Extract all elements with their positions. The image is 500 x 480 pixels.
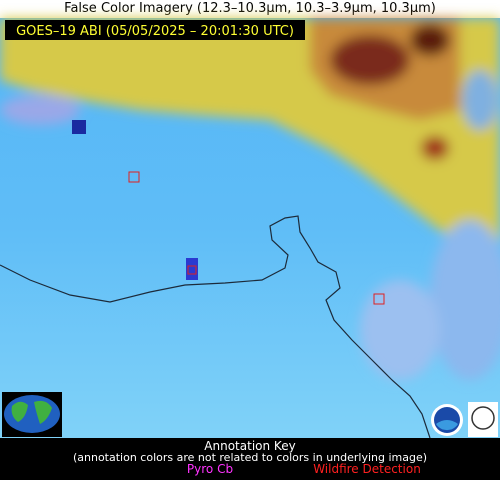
key-note: (annotation colors are not related to co…	[73, 451, 427, 464]
globe-logo	[2, 392, 62, 437]
timestamp-bg	[5, 20, 305, 40]
key-item: Pyro Cb	[187, 462, 233, 476]
noaa-logo	[431, 404, 463, 436]
key-title: Annotation Key	[204, 439, 295, 453]
key-item: Wildfire Detection	[313, 462, 421, 476]
key-bg	[0, 438, 500, 480]
cimss-logo	[468, 402, 498, 437]
timestamp: GOES–19 ABI (05/05/2025 – 20:01:30 UTC)	[16, 24, 294, 39]
title: False Color Imagery (12.3–10.3µm, 10.3–3…	[64, 1, 436, 16]
imagery	[0, 18, 500, 439]
